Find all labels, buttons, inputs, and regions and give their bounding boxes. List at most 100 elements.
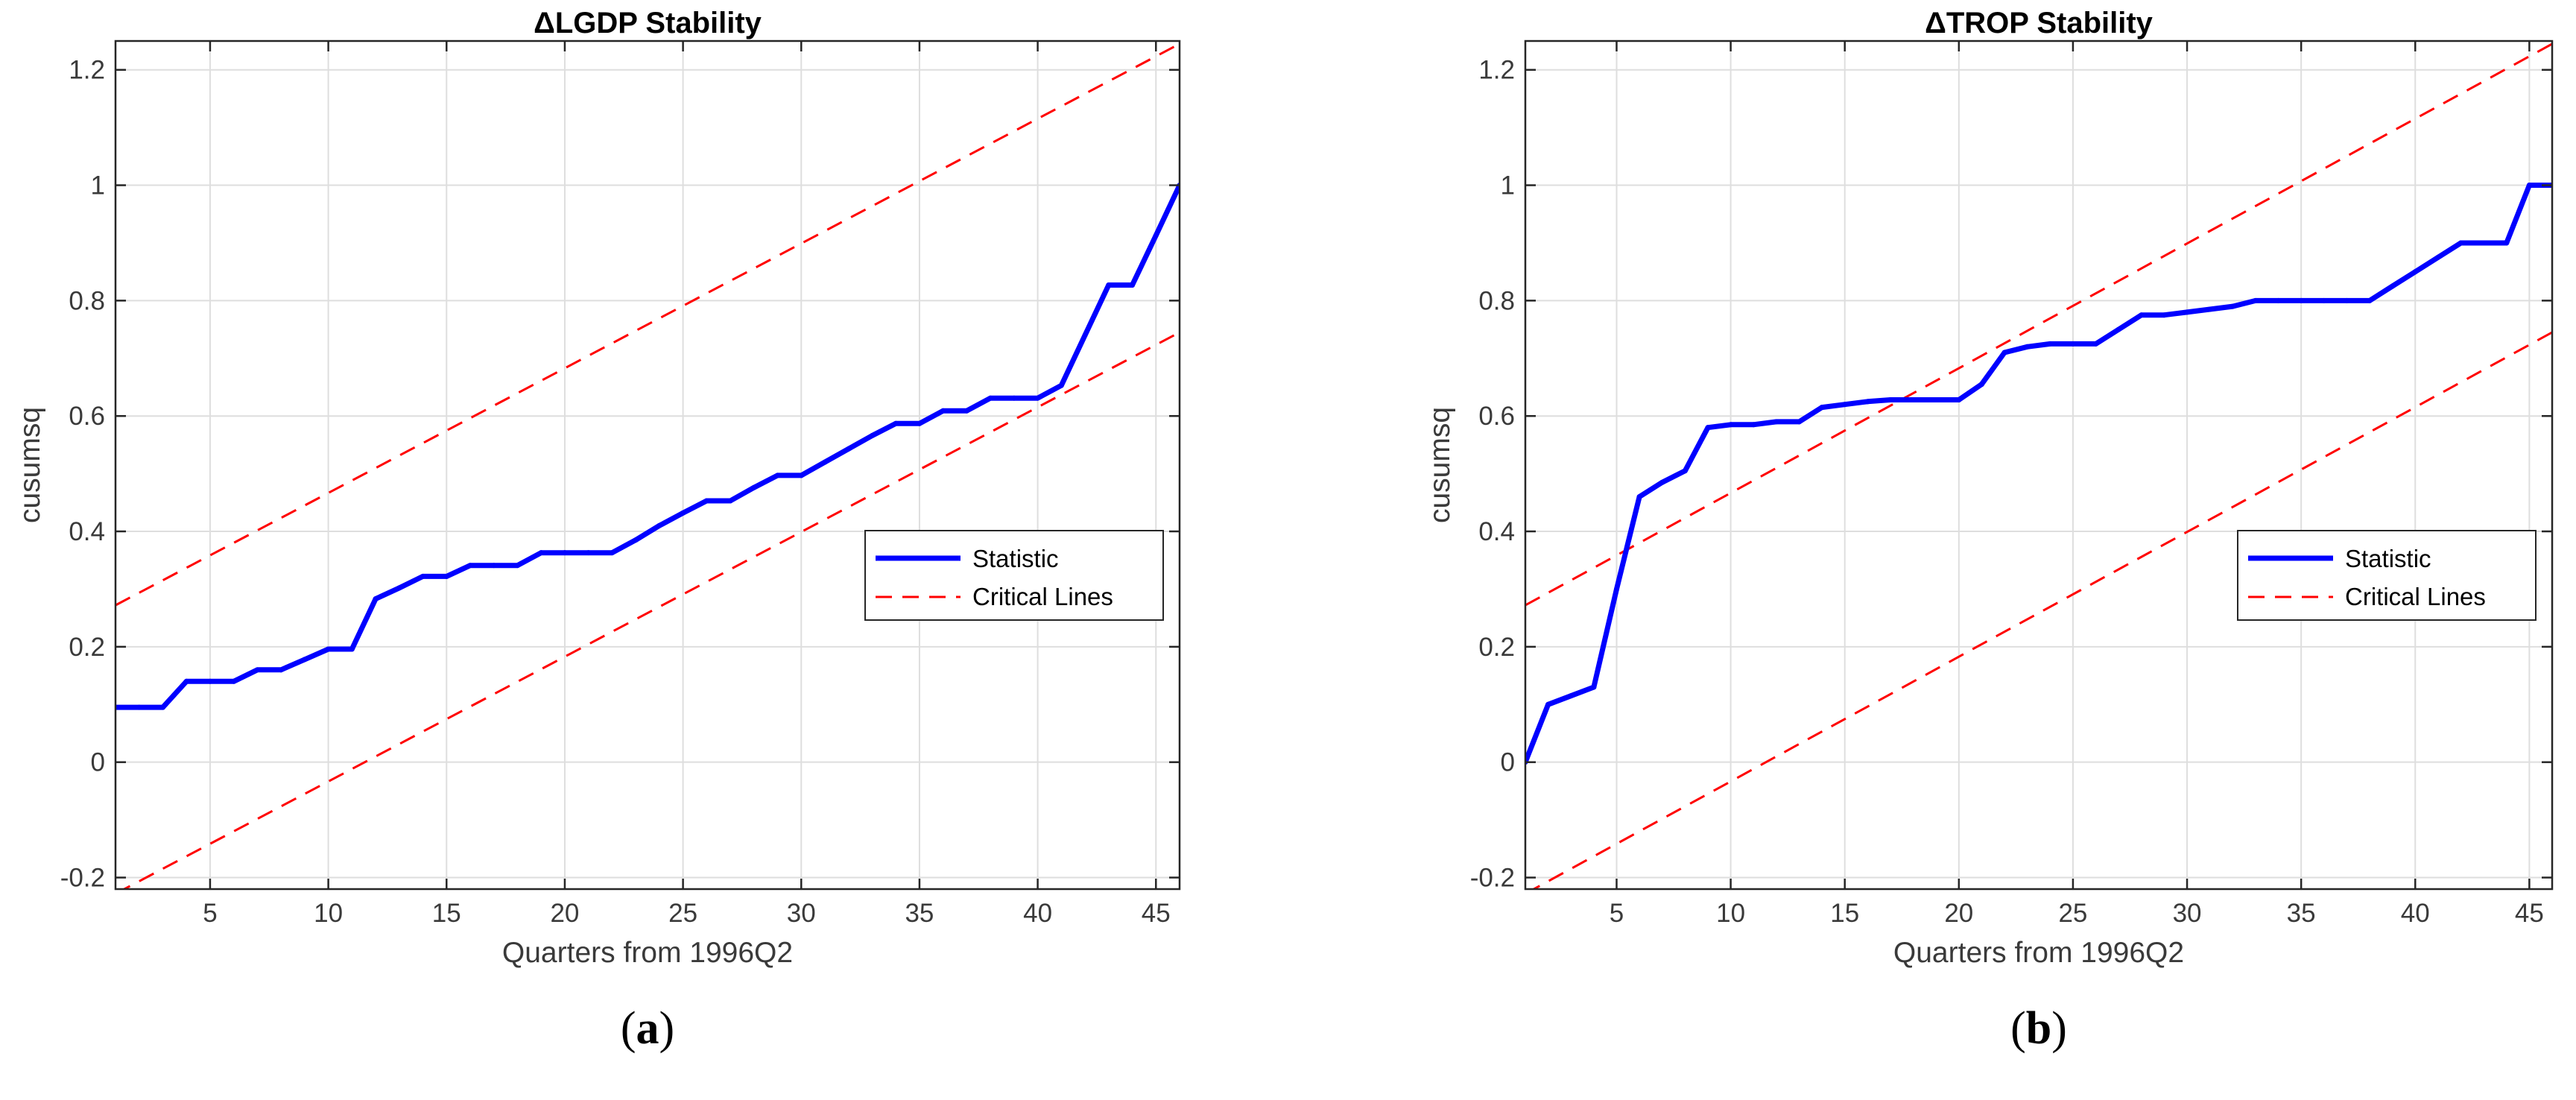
y-axis-label: cusumsq [1424,407,1456,523]
statistic-point [136,704,142,710]
statistic-point [2412,269,2418,275]
x-axis-label: Quarters from 1996Q2 [502,937,793,969]
x-tick-label: 40 [2401,899,2430,928]
statistic-point [1682,468,1688,474]
statistic-point [703,498,709,504]
statistic-point [2047,341,2053,347]
x-tick-label: 25 [668,899,697,928]
statistic-point [467,563,473,569]
panel-label-close: ) [2051,1003,2067,1054]
y-tick-label: 0.4 [69,517,105,546]
statistic-point [2344,297,2349,303]
statistic-point [1887,397,1893,403]
y-tick-label: 1.2 [69,56,105,85]
statistic-point [1636,494,1642,500]
statistic-point [2025,344,2031,350]
x-tick-label: 10 [314,899,343,928]
y-tick-label: 1 [1501,171,1515,200]
statistic-point [1568,693,1574,699]
statistic-point [207,678,213,684]
panel-label-letter: b [2026,1003,2051,1054]
statistic-point [1796,419,1802,425]
statistic-point [2481,240,2487,246]
x-tick-label: 35 [2287,899,2316,928]
statistic-point [633,537,639,543]
statistic-point [609,550,615,556]
statistic-point [183,678,189,684]
statistic-point [1978,382,1984,388]
statistic-point [1705,425,1711,431]
y-tick-label: 0.2 [69,633,105,662]
y-tick-label: 0.8 [69,286,105,315]
statistic-point [373,596,379,602]
x-tick-label: 45 [1142,899,1171,928]
statistic-point [1750,422,1756,428]
chart-title: ΔTROP Stability [1925,7,2153,39]
statistic-point [751,484,757,490]
statistic-point [2253,297,2259,303]
statistic-point [727,498,733,504]
chart-panel-b: 5 10 15 20 25 30 35 40 45 -0.2 0 0.2 0.4 0.6 0.8 1 1.2 ΔT… [1424,7,2554,1054]
legend-label-critical: Critical Lines [2345,583,2486,610]
statistic-point [514,563,520,569]
axes-box [1524,39,2554,891]
critical-line-lower [1531,331,2552,889]
x-tick-label: 15 [1830,899,1859,928]
statistic-line [1525,183,2552,763]
panel-label: (b) [2010,1003,2067,1054]
statistic-point [2184,309,2190,315]
panel-label-open: ( [2010,1003,2026,1054]
y-tick-label: 0.6 [69,402,105,431]
statistic-point [2115,326,2121,332]
statistic-point [2093,341,2099,347]
statistic-point [396,585,402,591]
statistic-point [1659,479,1665,485]
x-tick-label: 20 [550,899,579,928]
x-tick-label: 35 [905,899,934,928]
statistic-point [1082,332,1088,338]
panel-label-open: ( [621,1003,636,1054]
y-tick-label: 0 [1501,748,1515,777]
legend-label-statistic: Statistic [2345,545,2431,572]
statistic-point [420,573,426,579]
x-tick-label: 5 [1610,899,1624,928]
y-tick-label: 1.2 [1478,56,1515,85]
x-tick-label: 40 [1023,899,1052,928]
statistic-point [2139,312,2145,318]
statistic-point [1011,395,1017,401]
statistic-line [115,184,1180,710]
statistic-point [1106,282,1112,288]
statistic-point [963,408,969,414]
statistic-point [1591,684,1597,690]
statistic-point [586,550,592,556]
statistic-point [491,563,497,569]
statistic-point [562,550,568,556]
statistic-point [1545,701,1551,707]
x-tick-label: 10 [1716,899,1745,928]
statistic-point [846,446,852,452]
statistic-point [2207,306,2213,312]
y-tick-label: 0 [91,748,105,777]
x-tick-label: 30 [787,899,816,928]
statistic-point [940,408,946,414]
y-tick-label: 0.4 [1478,517,1515,546]
x-tick-label: 25 [2058,899,2087,928]
statistic-point [2504,240,2510,246]
statistic-point [254,667,260,673]
critical-line-lower [121,331,1180,889]
statistic-point [1130,282,1136,288]
panel-label: (a) [621,1003,674,1054]
statistic-point [1613,586,1619,592]
statistic-point [443,573,449,579]
statistic-point [1842,402,1848,408]
statistic-point [775,472,781,478]
statistic-point [1864,399,1870,405]
critical-line-upper [1525,42,2552,607]
x-tick-label: 5 [203,899,217,928]
y-tick-label: 0.8 [1478,286,1515,315]
statistic-point [538,550,544,556]
legend-label-statistic: Statistic [972,545,1059,572]
chart-title: ΔLGDP Stability [534,7,762,39]
statistic-point [349,646,355,652]
